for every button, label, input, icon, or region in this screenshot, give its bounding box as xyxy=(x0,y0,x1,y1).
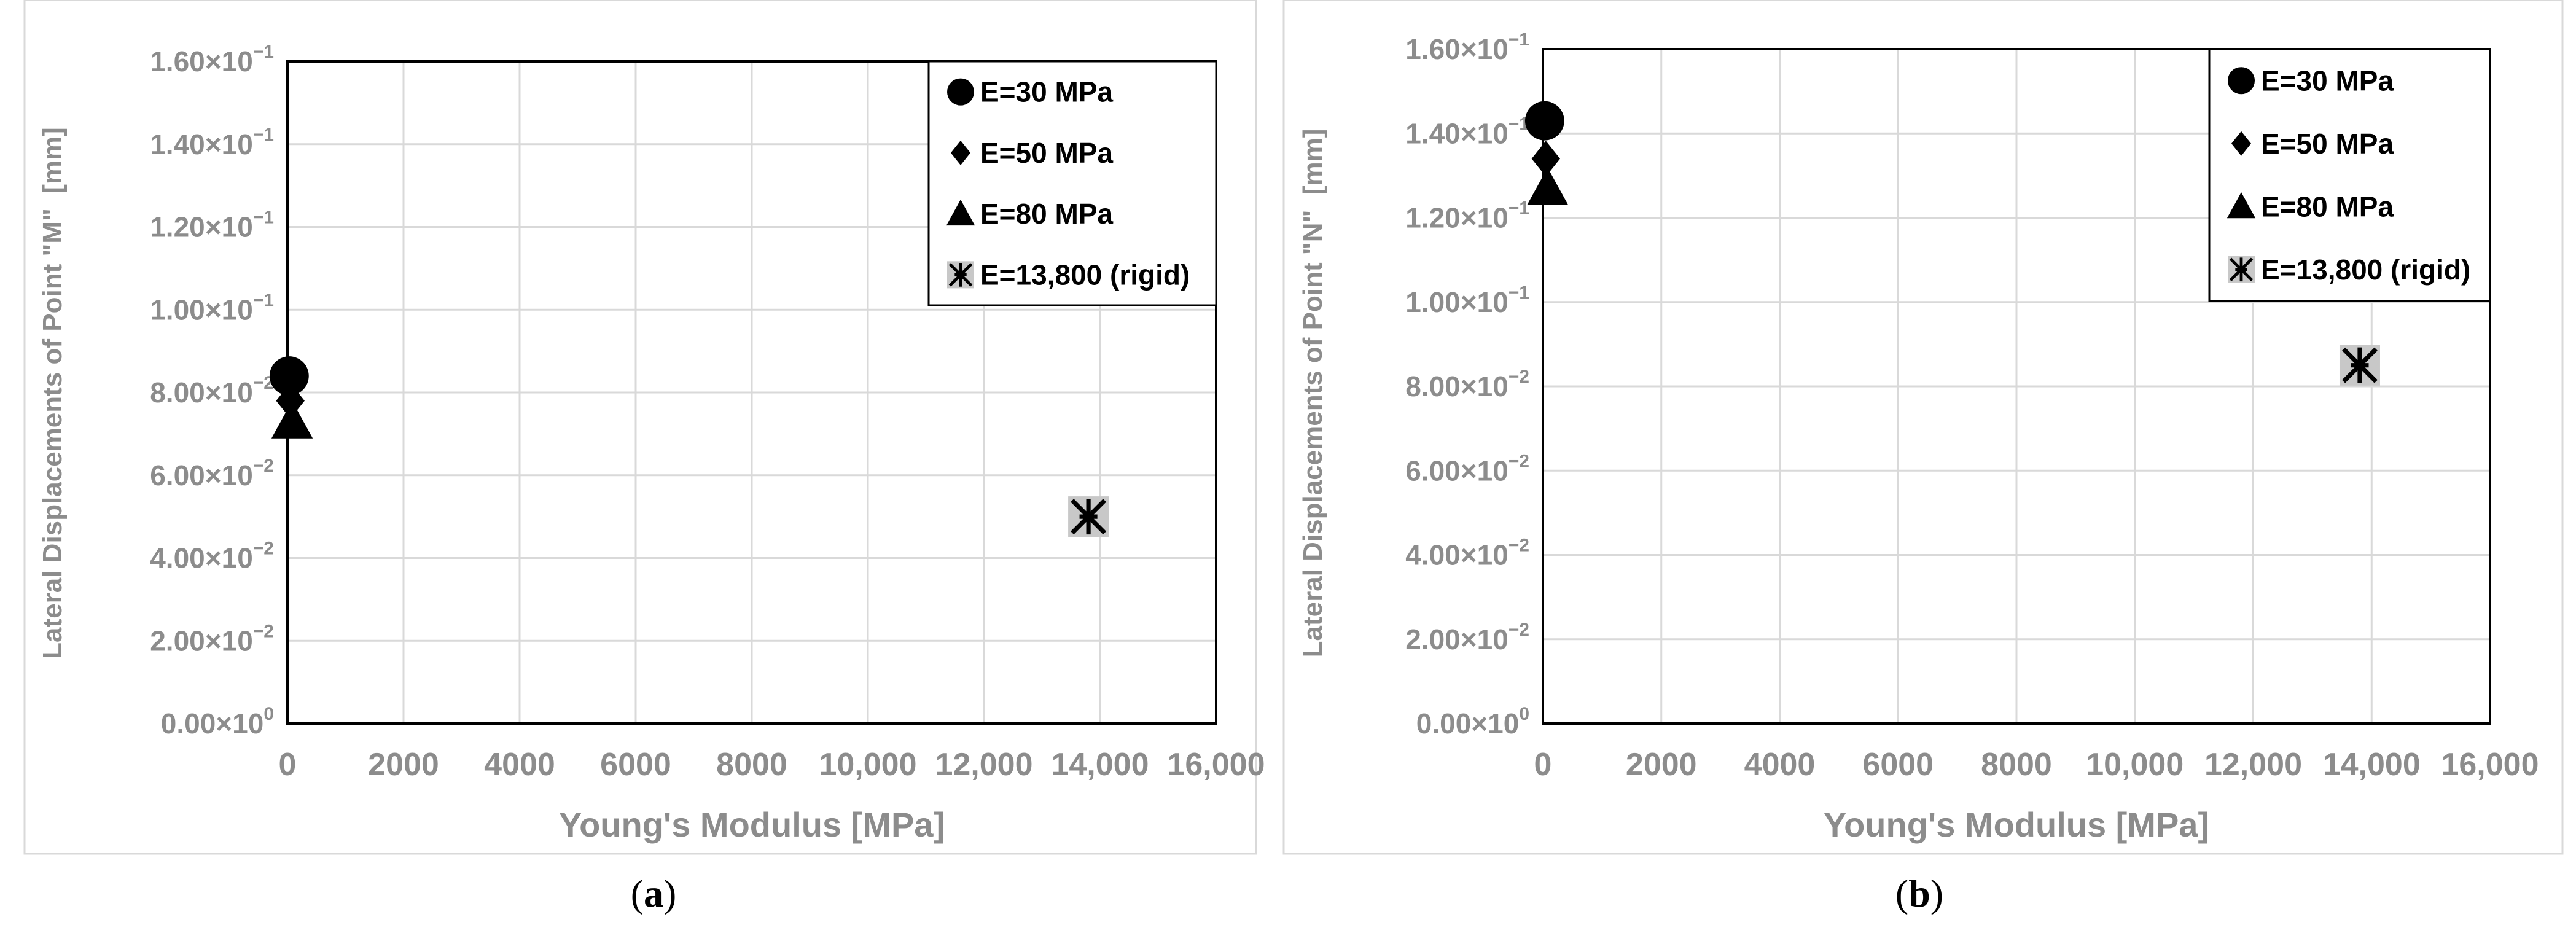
chart-b-x-tick-label: 0 xyxy=(1534,747,1552,783)
chart-b: 0 2000 4000 6000 8000 10,000 12,000 14,000 16,00… xyxy=(1282,0,2564,915)
chart-b-y-tick-label: 1.20×10−1 xyxy=(1405,198,1529,234)
chart-b-legend-box xyxy=(2208,48,2491,302)
chart-a-y-tick-label: 1.20×10−1 xyxy=(150,208,274,243)
chart-b-legend-label: E=30 MPa xyxy=(2261,64,2394,96)
chart-a-y-tick-label: 8.00×10−2 xyxy=(150,373,274,408)
chart-a: 0 2000 4000 6000 8000 10,000 12,000 14,000 16,00… xyxy=(23,0,1265,915)
chart-b-x-tick-label: 10,000 xyxy=(2086,747,2184,783)
chart-b-legend: E=30 MPa E=50 MPa E=80 MPa E=13,800 (rigid) xyxy=(2208,48,2491,302)
chart-a-x-tick-label: 4000 xyxy=(484,747,555,783)
chart-a-legend-key-triangle-marker xyxy=(946,199,975,226)
chart-b-y-tick-label: 6.00×10−2 xyxy=(1405,451,1529,486)
chart-a-x-tick-label: 16,000 xyxy=(1167,747,1265,783)
chart-b-legend-key-diamond-marker xyxy=(2231,131,2251,156)
chart-a-legend-label: E=13,800 (rigid) xyxy=(980,259,1190,291)
chart-a-legend-key-diamond-marker xyxy=(951,140,970,165)
chart-a-legend-box xyxy=(927,60,1217,306)
chart-b-y-axis-title: Lateral Displacements of Point "N" [mm] xyxy=(1298,129,1328,658)
chart-b-legend-label: E=80 MPa xyxy=(2261,190,2394,222)
chart-a-y-tick-label: 1.60×10−1 xyxy=(150,42,274,77)
chart-a-y-tick-label: 4.00×10−2 xyxy=(150,539,274,574)
chart-a-data-point-circle-marker xyxy=(269,356,309,396)
chart-b-x-tick-label: 8000 xyxy=(1981,747,2052,783)
chart-a-x-tick-label: 6000 xyxy=(600,747,671,783)
chart-a-y-tick-label: 0.00×100 xyxy=(161,704,274,740)
chart-b-legend-label: E=13,800 (rigid) xyxy=(2261,254,2470,286)
chart-b-x-tick-label: 4000 xyxy=(1744,747,1816,783)
chart-b-y-tick-label: 1.00×10−1 xyxy=(1405,283,1529,318)
chart-b-panel-label: (b) xyxy=(1895,872,1943,915)
chart-b-legend-key-triangle-marker xyxy=(2227,192,2256,219)
chart-a-x-tick-label: 12,000 xyxy=(935,747,1032,783)
chart-b-x-tick-label: 16,000 xyxy=(2441,747,2539,783)
chart-a-y-tick-label: 2.00×10−2 xyxy=(150,621,274,657)
chart-b-y-tick-label: 2.00×10−2 xyxy=(1405,620,1529,655)
chart-b-y-tick-label: 8.00×10−2 xyxy=(1405,367,1529,402)
chart-a-y-tick-label: 1.40×10−1 xyxy=(150,125,274,160)
chart-a-legend-label: E=50 MPa xyxy=(980,137,1113,169)
chart-b-x-tick-label: 2000 xyxy=(1626,747,1697,783)
chart-a-x-tick-label: 8000 xyxy=(716,747,787,783)
chart-a-legend-label: E=30 MPa xyxy=(980,76,1113,108)
chart-a-y-axis-title: Lateral Displacements of Point "M" [mm] xyxy=(37,127,68,659)
chart-a-x-tick-label: 14,000 xyxy=(1051,747,1149,783)
chart-b-y-tick-label: 1.60×10−1 xyxy=(1405,29,1529,65)
chart-a-legend: E=30 MPa E=50 MPa E=80 MPa E=13,800 (rigid) xyxy=(927,60,1217,306)
chart-a-data-point-diamond-marker xyxy=(276,383,305,419)
chart-a-data-point-triangle-marker xyxy=(271,400,313,439)
chart-b-x-axis-title: Young's Modulus [MPa] xyxy=(1824,805,2209,844)
chart-a-legend-key-circle-marker xyxy=(947,78,974,106)
chart-b-data-point-diamond-marker xyxy=(1531,141,1561,177)
chart-b-y-tick-label: 4.00×10−2 xyxy=(1405,536,1529,571)
chart-a-y-tick-label: 1.00×10−1 xyxy=(150,290,274,326)
chart-a-panel-border xyxy=(23,0,1257,855)
chart-b-x-tick-label: 14,000 xyxy=(2323,747,2421,783)
chart-a-x-tick-label: 0 xyxy=(279,747,297,783)
chart-a-y-tick-label: 6.00×10−2 xyxy=(150,456,274,491)
chart-b-legend-key-circle-marker xyxy=(2228,67,2255,95)
chart-b-y-tick-label: 0.00×100 xyxy=(1416,704,1529,740)
chart-b-data-point-triangle-marker xyxy=(1527,167,1569,206)
chart-a-panel-label: (a) xyxy=(631,872,677,915)
chart-b-y-tick-label: 1.40×10−1 xyxy=(1405,114,1529,149)
chart-b-x-tick-label: 12,000 xyxy=(2204,747,2302,783)
chart-b-legend-label: E=50 MPa xyxy=(2261,128,2394,160)
chart-b-x-tick-label: 6000 xyxy=(1862,747,1934,783)
chart-b-plot-frame xyxy=(1542,48,2491,725)
chart-a-legend-label: E=80 MPa xyxy=(980,198,1113,230)
chart-b-data-point-circle-marker xyxy=(1524,101,1564,141)
chart-b-panel-border xyxy=(1282,0,2564,855)
chart-a-x-axis-title: Young's Modulus [MPa] xyxy=(559,805,945,844)
chart-a-x-tick-label: 2000 xyxy=(368,747,439,783)
chart-a-x-tick-label: 10,000 xyxy=(819,747,916,783)
